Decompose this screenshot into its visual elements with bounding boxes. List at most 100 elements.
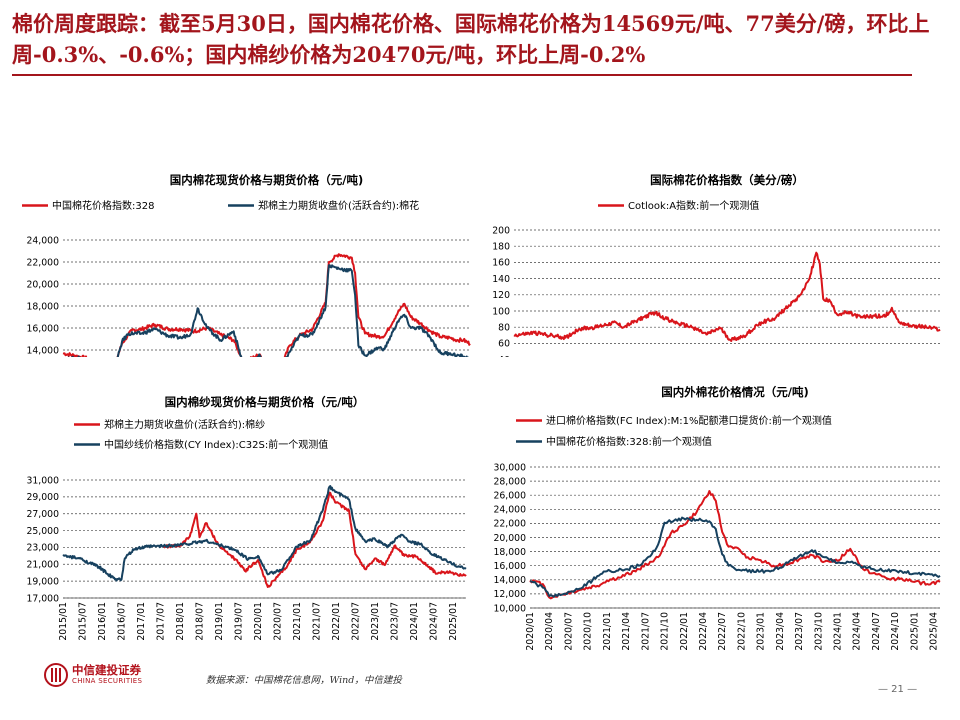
y-tick-label: 28,000 xyxy=(493,476,526,487)
x-tick-label: 2024/07 xyxy=(871,612,882,651)
y-tick-label: 17,000 xyxy=(26,593,59,604)
x-tick-label: 2023/04 xyxy=(775,612,786,651)
legend-label: 进口棉价格指数(FC Index):M:1%配额港口提货价:前一个观测值 xyxy=(546,414,832,427)
y-tick-label: 16,000 xyxy=(26,323,59,334)
y-tick-label: 160 xyxy=(492,258,510,269)
y-tick-label: 40 xyxy=(498,355,510,357)
chart-title: 国内棉纱现货价格与期货价格（元/吨） xyxy=(165,395,365,409)
legend-label: 郑棉主力期货收盘价(活跃合约):棉花 xyxy=(258,199,419,212)
series-line xyxy=(529,490,941,600)
y-tick-label: 14,000 xyxy=(493,575,526,586)
x-tick-label: 2019/07 xyxy=(234,602,245,641)
y-tick-label: 31,000 xyxy=(26,475,59,486)
x-tick-label: 2016/07 xyxy=(117,602,128,641)
y-tick-label: 19,000 xyxy=(26,576,59,587)
chart-1-domestic-cotton-spot-futures: 国内棉花现货价格与期货价格（元/吨) 中国棉花价格指数:328 郑棉主力期货收盘价(… xyxy=(22,173,471,357)
legend-label: 中国纱线价格指数(CY Index):C32S:前一个观测值 xyxy=(104,438,328,451)
y-tick-label: 24,000 xyxy=(26,235,59,246)
x-tick-label: 2023/07 xyxy=(390,602,401,641)
x-tick-label: 2015/01 xyxy=(58,602,69,641)
y-tick-label: 60 xyxy=(498,339,510,350)
x-tick-label: 2021/04 xyxy=(621,612,632,651)
y-tick-label: 180 xyxy=(492,242,510,253)
chart-panel-1: 国内棉花现货价格与期货价格（元/吨) 中国棉花价格指数:328 郑棉主力期货收盘价(… xyxy=(8,82,482,357)
x-tick-label: 2020/10 xyxy=(583,612,594,651)
logo-text-english: CHINA SECURITIES xyxy=(72,677,143,685)
y-tick-label: 200 xyxy=(492,225,510,236)
x-tick-label: 2018/01 xyxy=(175,602,186,641)
x-tick-label: 2020/01 xyxy=(253,602,264,641)
y-tick-label: 21,000 xyxy=(26,560,59,571)
x-tick-label: 2020/07 xyxy=(563,612,574,651)
chart-panel-3: 国内棉纱现货价格与期货价格（元/吨） 郑棉主力期货收盘价(活跃合约):棉纱中国纱线… xyxy=(8,380,482,655)
x-tick-label: 2022/07 xyxy=(717,612,728,651)
x-tick-label: 2019/01 xyxy=(214,602,225,641)
x-tick-label: 2022/04 xyxy=(698,612,709,651)
series-line xyxy=(62,485,467,582)
series-line xyxy=(62,253,471,357)
chart-title: 国内棉花现货价格与期货价格（元/吨) xyxy=(170,173,363,187)
x-tick-label: 2025/01 xyxy=(448,602,459,641)
company-logo: 中信建投证券 CHINA SECURITIES xyxy=(44,663,142,687)
x-tick-label: 2024/04 xyxy=(852,612,863,651)
x-tick-label: 2023/01 xyxy=(370,602,381,641)
x-tick-label: 2021/07 xyxy=(312,602,323,641)
y-tick-label: 100 xyxy=(492,306,510,317)
x-tick-label: 2015/07 xyxy=(78,602,89,641)
y-tick-label: 16,000 xyxy=(493,561,526,572)
legend-label: 中国棉花价格指数:328 xyxy=(52,199,154,212)
y-tick-label: 14,000 xyxy=(26,345,59,356)
x-tick-label: 2021/07 xyxy=(640,612,651,651)
y-tick-label: 10,000 xyxy=(493,603,526,614)
x-tick-label: 2022/07 xyxy=(351,602,362,641)
y-tick-label: 26,000 xyxy=(493,491,526,502)
x-tick-label: 2023/01 xyxy=(756,612,767,651)
x-tick-label: 2017/01 xyxy=(136,602,147,641)
series-line xyxy=(529,516,941,598)
y-tick-label: 27,000 xyxy=(26,509,59,520)
x-tick-label: 2023/07 xyxy=(794,612,805,651)
x-tick-label: 2018/07 xyxy=(195,602,206,641)
chart-4-domestic-intl-cotton-comparison: 国内外棉花价格情况（元/吨) 进口棉价格指数(FC Index):M:1%配额港口… xyxy=(493,385,941,651)
x-tick-label: 2025/04 xyxy=(929,612,940,651)
x-tick-label: 2021/10 xyxy=(660,612,671,651)
y-tick-label: 22,000 xyxy=(26,257,59,268)
chart-panel-4: 国内外棉花价格情况（元/吨) 进口棉价格指数(FC Index):M:1%配额港口… xyxy=(478,380,952,655)
x-tick-label: 2016/01 xyxy=(97,602,108,641)
series-line xyxy=(67,264,470,357)
x-tick-label: 2017/07 xyxy=(156,602,167,641)
y-tick-label: 12,000 xyxy=(493,589,526,600)
y-tick-label: 23,000 xyxy=(26,543,59,554)
x-tick-label: 2022/01 xyxy=(331,602,342,641)
chart-2-international-cotton-index: 国际棉花价格指数（美分/磅）Cotlook:A指数:前一个观测值02040608… xyxy=(492,173,941,357)
page-headline: 棉价周度跟踪：截至5月30日，国内棉花价格、国际棉花价格为14569元/吨、77… xyxy=(12,11,930,67)
legend-label: 郑棉主力期货收盘价(活跃合约):棉纱 xyxy=(104,418,265,431)
x-tick-label: 2020/07 xyxy=(273,602,284,641)
chart-3-domestic-yarn-spot-futures: 国内棉纱现货价格与期货价格（元/吨） 郑棉主力期货收盘价(活跃合约):棉纱中国纱线… xyxy=(26,395,467,641)
y-tick-label: 22,000 xyxy=(493,519,526,530)
logo-text-chinese: 中信建投证券 xyxy=(72,663,141,677)
y-tick-label: 30,000 xyxy=(493,462,526,473)
x-tick-label: 2020/01 xyxy=(525,612,536,651)
legend-label: Cotlook:A指数:前一个观测值 xyxy=(628,199,759,212)
x-tick-label: 2023/10 xyxy=(813,612,824,651)
y-tick-label: 20,000 xyxy=(26,279,59,290)
chart-title: 国内外棉花价格情况（元/吨) xyxy=(661,385,808,399)
x-tick-label: 2020/04 xyxy=(544,612,555,651)
x-tick-label: 2021/01 xyxy=(292,602,303,641)
y-tick-label: 120 xyxy=(492,290,510,301)
data-source-note: 数据来源：中国棉花信息网，Wind，中信建投 xyxy=(206,675,402,686)
y-tick-label: 18,000 xyxy=(493,547,526,558)
y-tick-label: 20,000 xyxy=(493,533,526,544)
series-line xyxy=(163,491,467,588)
headline-rule xyxy=(12,74,912,76)
y-tick-label: 24,000 xyxy=(493,505,526,516)
x-tick-label: 2024/01 xyxy=(409,602,420,641)
chart-panel-2: 国际棉花价格指数（美分/磅）Cotlook:A指数:前一个观测值02040608… xyxy=(478,82,952,357)
x-tick-label: 2024/10 xyxy=(890,612,901,651)
chart-title: 国际棉花价格指数（美分/磅） xyxy=(650,173,804,187)
x-tick-label: 2024/01 xyxy=(833,612,844,651)
x-tick-label: 2025/01 xyxy=(909,612,920,651)
x-tick-label: 2024/07 xyxy=(429,602,440,641)
y-tick-label: 80 xyxy=(498,323,510,334)
